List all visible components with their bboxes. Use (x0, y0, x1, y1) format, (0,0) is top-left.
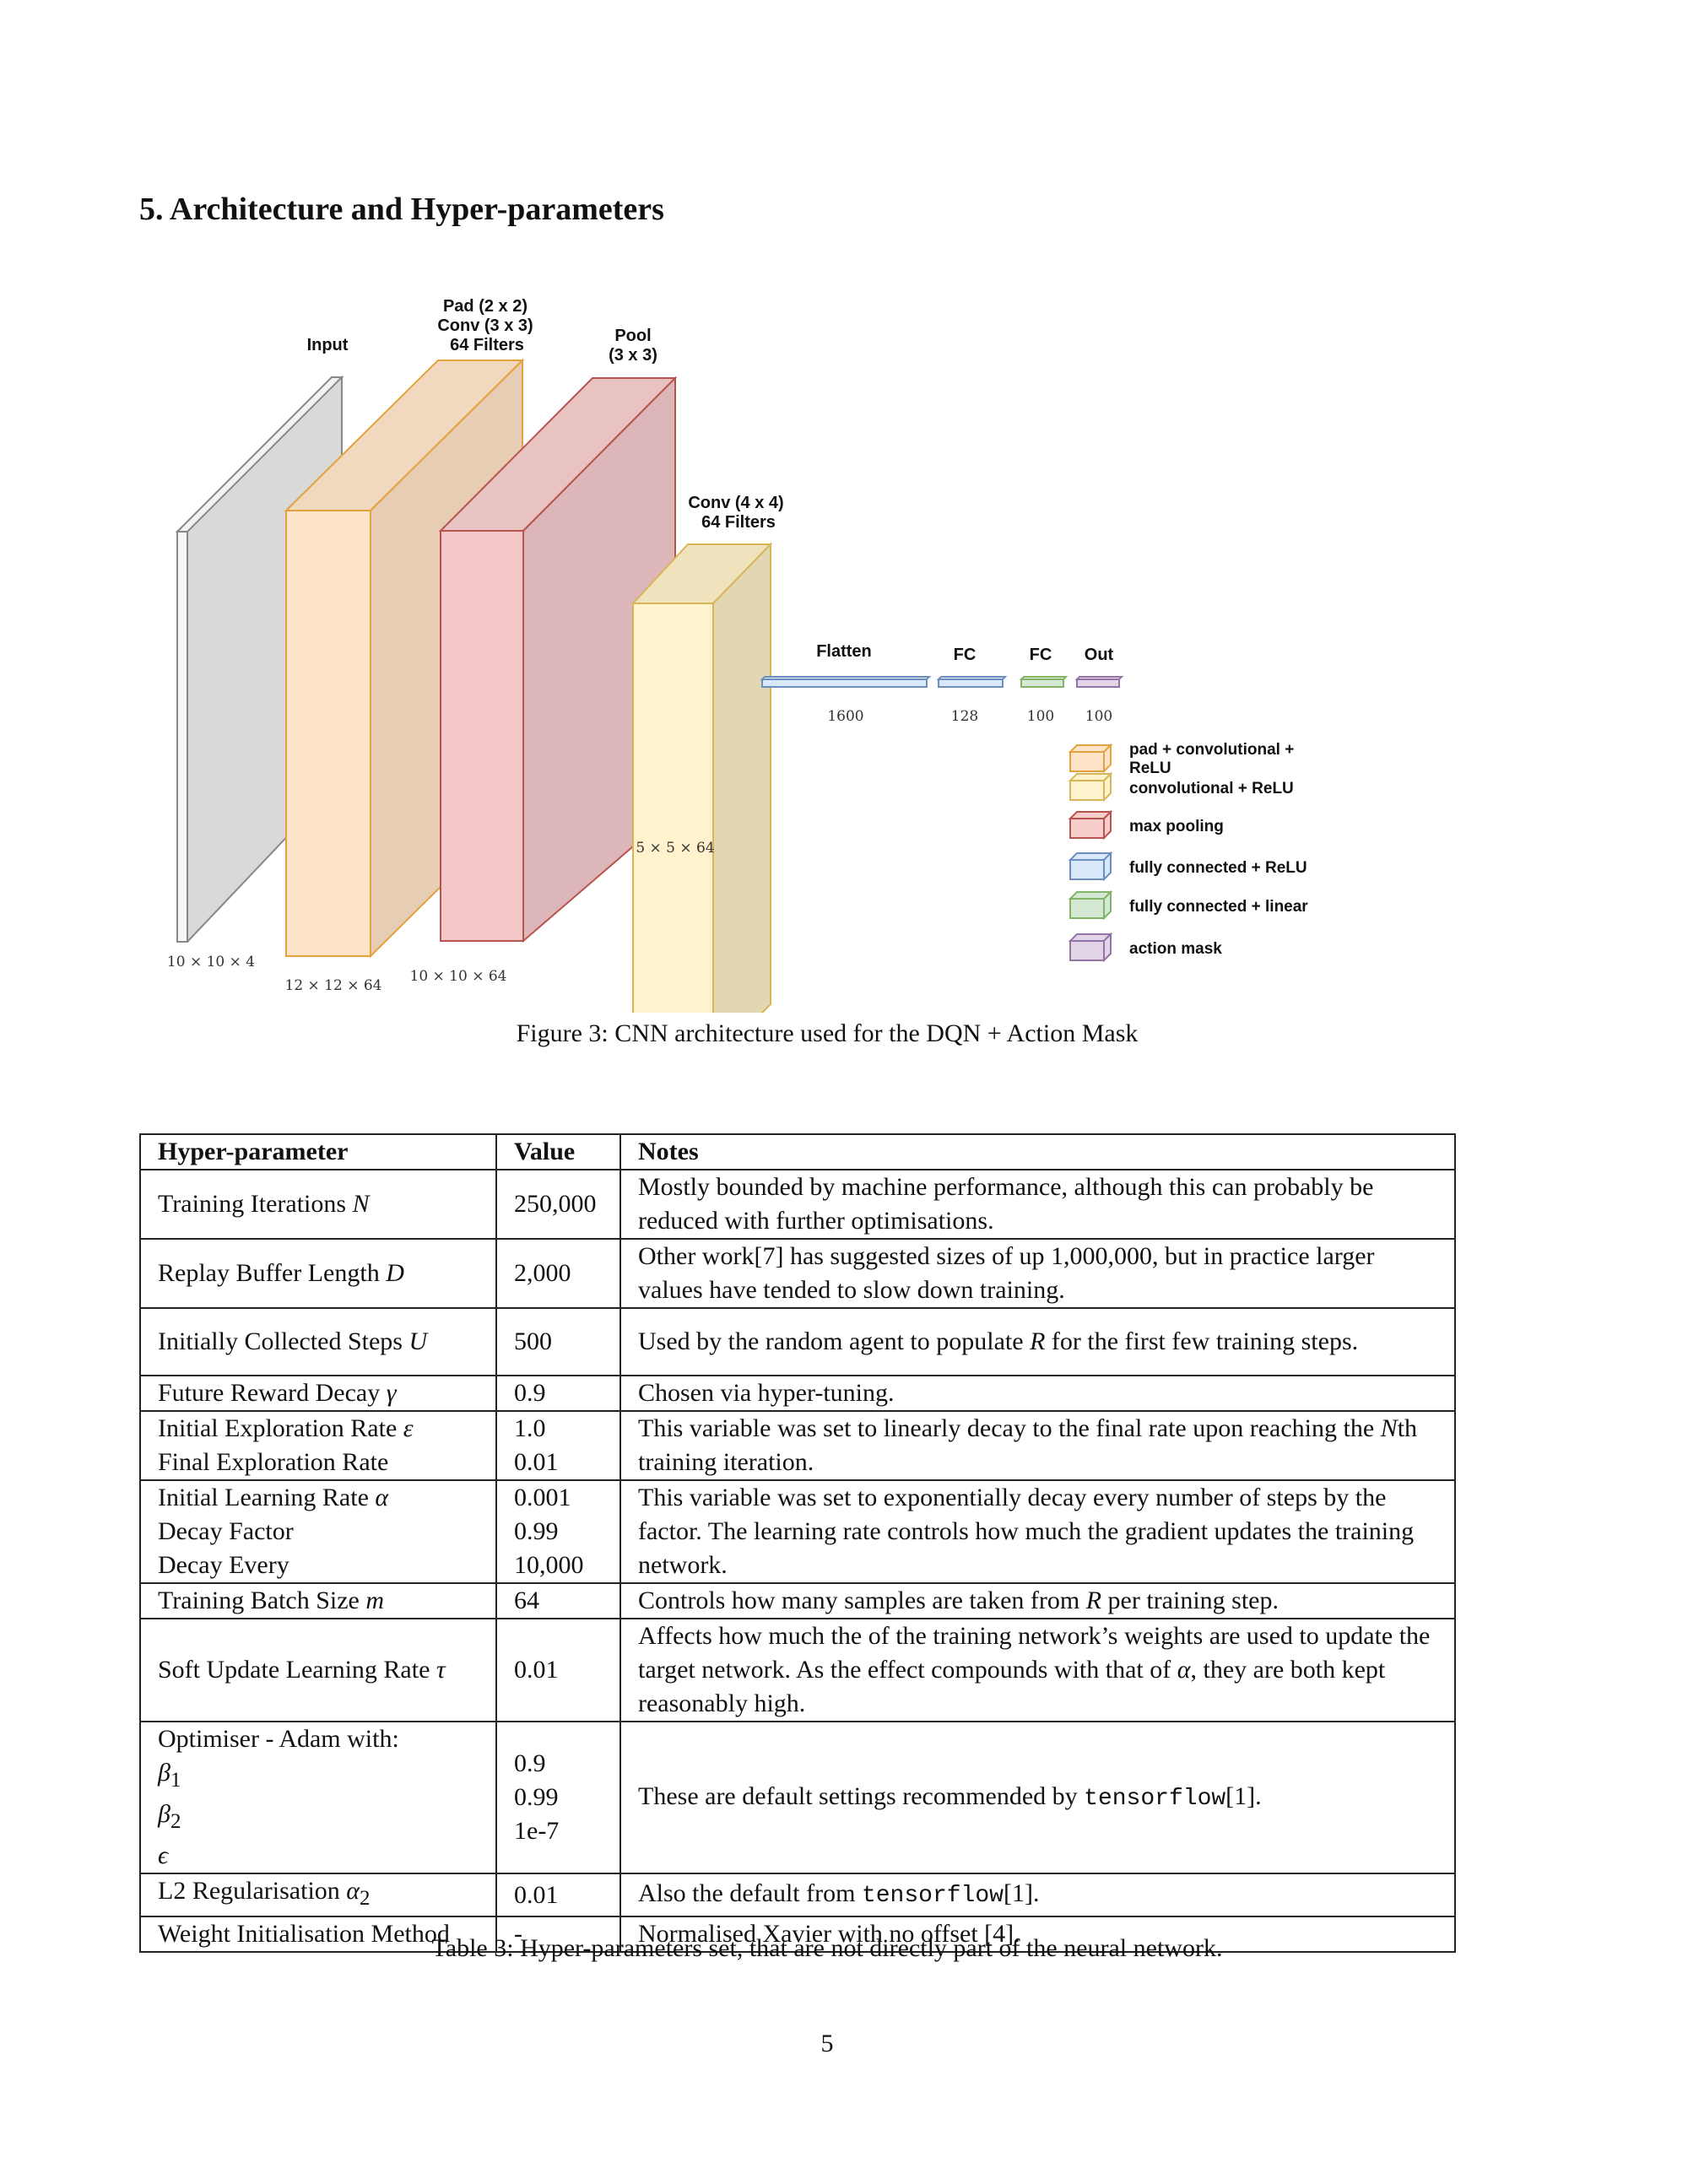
legend-item: max pooling (1068, 809, 1224, 841)
table-row: Optimiser - Adam with: β1 β2 ϵ 0.9 0.99 1e-7 Th… (139, 1721, 1456, 1874)
table-body: Training Iterations N 250,000 Mostly bound… (139, 1169, 1456, 1953)
out-dims: 100 (1085, 708, 1112, 725)
table-row: Training Batch Size m 64 Controls how many… (139, 1582, 1456, 1619)
param-cell: L2 Regularisation α2 (139, 1873, 497, 1917)
legend-label: pad + convolutional + (1129, 741, 1294, 759)
notes-cell: Controls how many samples are taken from… (619, 1582, 1456, 1619)
conv1-label-line1: Pad (2 x 2) (443, 297, 528, 316)
figure-caption: Figure 3: CNN architecture used for the … (516, 1019, 1139, 1047)
table-row: Training Iterations N 250,000 Mostly bound… (139, 1169, 1456, 1240)
table-header-row: Hyper-parameter Value Notes (139, 1133, 1456, 1170)
legend: pad + convolutional +ReLU convolutional +… (1068, 741, 1308, 963)
page-number: 5 (820, 2030, 834, 2057)
table-row: Initial Learning Rate α Decay Factor Decay… (139, 1479, 1456, 1584)
table-row: Soft Update Learning Rate τ 0.01 Affects h… (139, 1618, 1456, 1722)
fc1-label: FC (954, 646, 977, 664)
legend-item: action mask (1068, 932, 1222, 963)
param-cell: Replay Buffer Length D (139, 1238, 497, 1309)
conv1-dims: 12 × 12 × 64 (285, 977, 382, 994)
legend-label: convolutional + ReLU (1129, 780, 1294, 797)
notes-cell: Mostly bounded by machine performance, a… (619, 1169, 1456, 1240)
conv2-label-line2: 64 Filters (701, 513, 776, 532)
value-cell: 0.001 0.99 10,000 (495, 1479, 621, 1584)
conv1-label-line2: Conv (3 x 3) (437, 316, 533, 335)
hyperparameter-table: Hyper-parameter Value Notes Training Ite… (139, 1133, 1456, 1953)
input-label: Input (307, 336, 349, 354)
param-cell: Training Iterations N (139, 1169, 497, 1240)
table-row: Initial Exploration Rate ε Final Explorat… (139, 1410, 1456, 1481)
fc2-label: FC (1030, 646, 1052, 664)
legend-label: fully connected + ReLU (1129, 859, 1307, 877)
flatten-layer (760, 676, 932, 688)
conv2-dims: 5 × 5 × 64 (636, 840, 714, 857)
param-cell: Future Reward Decay γ (139, 1375, 497, 1412)
legend-item: fully connected + ReLU (1068, 851, 1307, 882)
notes-cell: Also the default from tensorflow[1]. (619, 1873, 1456, 1917)
table-row: Weight Initialisation Method - Normalised … (139, 1916, 1456, 1953)
flatten-dims: 1600 (827, 708, 863, 725)
param-cell: Initial Learning Rate α Decay Factor Decay… (139, 1479, 497, 1584)
value-cell: 2,000 (495, 1238, 621, 1309)
value-cell: 250,000 (495, 1169, 621, 1240)
header-value: Value (495, 1133, 621, 1170)
pool-label-line2: (3 x 3) (609, 346, 657, 365)
conv1-label-line3: 64 Filters (450, 336, 524, 354)
param-cell: Training Batch Size m (139, 1582, 497, 1619)
notes-cell: Normalised Xavier with no offset [4]. (619, 1916, 1456, 1953)
pool-dims: 10 × 10 × 64 (410, 968, 507, 985)
fc1-dims: 128 (951, 708, 978, 725)
param-cell: Optimiser - Adam with: β1 β2 ϵ (139, 1721, 497, 1874)
cnn-architecture-figure: Input 10 × 10 × 4 Pad (2 x 2) Conv (3 x … (167, 297, 1308, 1013)
pool-label-line1: Pool (614, 327, 651, 345)
input-dims: 10 × 10 × 4 (167, 954, 255, 970)
notes-cell: Used by the random agent to populate R f… (619, 1307, 1456, 1376)
legend-label: max pooling (1129, 818, 1224, 835)
param-cell: Initially Collected Steps U (139, 1307, 497, 1376)
out-layer (1074, 676, 1124, 688)
notes-cell: Chosen via hyper-tuning. (619, 1375, 1456, 1412)
header-hyperparameter: Hyper-parameter (139, 1133, 497, 1170)
table-row: Replay Buffer Length D 2,000 Other work[7]… (139, 1238, 1456, 1309)
value-cell: 0.9 0.99 1e-7 (495, 1721, 621, 1874)
table-caption: Table 3: Hyper-parameters set, that are … (431, 1934, 1223, 1962)
fc2-dims: 100 (1027, 708, 1054, 725)
param-cell: Initial Exploration Rate ε Final Explorat… (139, 1410, 497, 1481)
value-cell: 1.0 0.01 (495, 1410, 621, 1481)
value-cell: 0.9 (495, 1375, 621, 1412)
legend-item: convolutional + ReLU (1068, 771, 1294, 803)
table-row: L2 Regularisation α2 0.01 Also the default… (139, 1873, 1456, 1917)
legend-label: action mask (1129, 940, 1222, 958)
conv2-label-line1: Conv (4 x 4) (688, 494, 783, 512)
table-row: Initially Collected Steps U 500 Used by th… (139, 1307, 1456, 1376)
header-notes: Notes (619, 1133, 1456, 1170)
out-label: Out (1085, 646, 1114, 664)
table-row: Future Reward Decay γ 0.9 Chosen via hyper… (139, 1375, 1456, 1412)
section-title: 5. Architecture and Hyper-parameters (139, 192, 664, 227)
param-cell: Soft Update Learning Rate τ (139, 1618, 497, 1722)
fc2-layer (1019, 676, 1069, 688)
value-cell: 500 (495, 1307, 621, 1376)
conv2-layer (630, 542, 773, 1013)
legend-label: ReLU (1129, 760, 1171, 777)
param-cell: Weight Initialisation Method (139, 1916, 497, 1953)
notes-cell: Affects how much the of the training net… (619, 1618, 1456, 1722)
flatten-label: Flatten (816, 642, 872, 661)
notes-cell: These are default settings recommended b… (619, 1721, 1456, 1874)
value-cell: 0.01 (495, 1618, 621, 1722)
legend-label: fully connected + linear (1129, 898, 1308, 916)
value-cell: - (495, 1916, 621, 1953)
value-cell: 64 (495, 1582, 621, 1619)
notes-cell: This variable was set to exponentially d… (619, 1479, 1456, 1584)
legend-item: fully connected + linear (1068, 889, 1308, 921)
notes-cell: This variable was set to linearly decay … (619, 1410, 1456, 1481)
value-cell: 0.01 (495, 1873, 621, 1917)
fc1-layer (936, 676, 1008, 688)
notes-cell: Other work[7] has suggested sizes of up … (619, 1238, 1456, 1309)
legend-item: pad + convolutional +ReLU (1068, 741, 1294, 777)
